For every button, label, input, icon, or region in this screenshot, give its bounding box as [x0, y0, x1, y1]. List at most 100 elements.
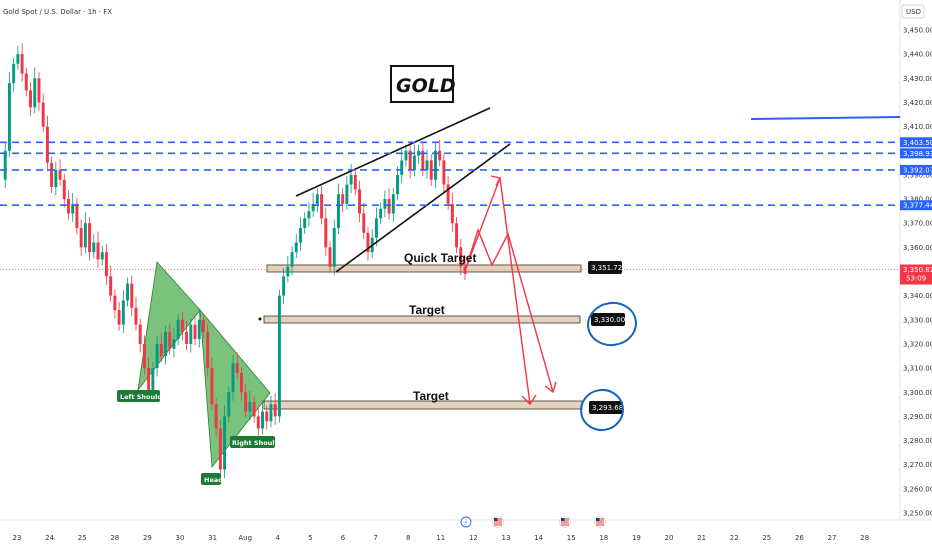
x-tick-label: 14	[534, 534, 543, 542]
candle-body	[446, 184, 450, 204]
candle-body	[54, 170, 58, 187]
candle-body	[244, 392, 248, 412]
target-2-price-box	[589, 401, 623, 414]
x-tick-label: 26	[795, 534, 804, 542]
candle-body	[256, 416, 260, 429]
candle-body	[92, 242, 96, 253]
y-tick-label: 3,370.00	[903, 220, 932, 228]
y-tick-label: 3,290.00	[903, 413, 932, 421]
y-tick-label: 3,390.00	[903, 171, 932, 179]
candle-body	[311, 203, 315, 212]
candle-body	[75, 203, 79, 229]
circle-annotation-1	[587, 301, 637, 347]
level-price-label: 3,392.07	[903, 166, 932, 174]
upper-level-line	[750, 116, 901, 120]
candle-body	[320, 194, 324, 219]
y-tick-label: 3,360.00	[903, 244, 932, 252]
x-tick-label: 7	[373, 534, 377, 542]
wedge-lower-line	[335, 143, 511, 273]
x-tick-label: 31	[208, 534, 217, 542]
left-shoulder-badge	[117, 390, 160, 402]
candle-body	[29, 90, 33, 108]
candle-body	[315, 194, 319, 204]
flag-stripe	[596, 520, 604, 522]
us-flag-icon[interactable]	[559, 516, 571, 528]
projection-top-arrowhead	[490, 175, 502, 187]
y-tick-label: 3,340.00	[903, 292, 932, 300]
target-label-1: Target	[409, 303, 445, 317]
x-tick-label: 27	[828, 534, 837, 542]
flag-canton	[561, 518, 565, 521]
candle-body	[269, 404, 273, 422]
flag-canton	[494, 518, 498, 521]
x-tick-label: 8	[406, 534, 410, 542]
y-tick-label: 3,320.00	[903, 340, 932, 348]
y-tick-label: 3,300.00	[903, 389, 932, 397]
quick-target-label: Quick Target	[404, 251, 476, 265]
x-tick-label: 20	[665, 534, 674, 542]
x-tick-label: 13	[502, 534, 511, 542]
candle-body	[100, 252, 104, 260]
candle-body	[307, 211, 311, 219]
level-price-box	[900, 137, 932, 148]
candle-body	[159, 343, 163, 357]
candle-body	[130, 283, 134, 308]
candle-body	[126, 283, 130, 301]
candle-body	[294, 242, 298, 253]
candle-body	[353, 174, 357, 190]
y-tick-label: 3,330.00	[903, 316, 932, 324]
flag-stripe	[494, 518, 502, 520]
x-tick-label: 29	[143, 534, 152, 542]
candle-body	[113, 295, 117, 311]
candle-body	[235, 363, 239, 373]
economic-event-icons	[492, 516, 606, 528]
candle-body	[67, 199, 70, 214]
y-tick-label: 3,410.00	[903, 123, 932, 131]
candle-body	[121, 300, 125, 325]
candle-body	[180, 319, 184, 332]
flag-stripe	[494, 522, 502, 524]
candle-body	[117, 310, 121, 325]
x-tick-label: 25	[78, 534, 87, 542]
flag-stripe	[596, 518, 604, 520]
price-countdown: 53:09	[906, 275, 926, 283]
current-price: 3,350.82	[903, 266, 932, 274]
current-price-box	[900, 264, 932, 285]
y-tick-label: 3,260.00	[903, 485, 932, 493]
y-tick-label: 3,270.00	[903, 461, 932, 469]
x-tick-label: 19	[632, 534, 641, 542]
candle-body	[459, 247, 463, 267]
lightning-event-icon[interactable]	[460, 516, 472, 528]
candle-body	[3, 150, 7, 180]
candle-body	[83, 223, 87, 248]
candle-body	[349, 174, 353, 185]
target-2-price: 3,293.68	[592, 404, 623, 412]
candle-body	[147, 368, 151, 393]
level-price-label: 3,403.50	[903, 139, 932, 147]
candle-body	[138, 324, 142, 344]
candle-body	[400, 160, 404, 175]
candle-body	[45, 126, 49, 163]
candle-body	[332, 228, 336, 267]
y-tick-label: 3,430.00	[903, 75, 932, 83]
lightning-glyph: ⚡	[464, 520, 468, 527]
candle-body	[142, 343, 146, 369]
quick-target-price: 3,351.72	[591, 264, 622, 272]
x-tick-label: 22	[730, 534, 739, 542]
candle-body	[41, 102, 45, 127]
candle-body	[450, 203, 454, 224]
candle-body	[362, 213, 366, 233]
level-price-label: 3,398.93	[903, 150, 932, 158]
us-flag-icon[interactable]	[492, 516, 504, 528]
x-tick-label: Aug	[238, 534, 252, 542]
candle-body	[290, 252, 294, 267]
candle-body	[151, 368, 155, 393]
projection-arrowhead-1	[521, 394, 537, 406]
candle-body	[210, 368, 214, 405]
candle-body	[366, 232, 370, 253]
candle-body	[185, 331, 189, 344]
symbol-title: Gold Spot / U.S. Dollar · 1h · FX	[3, 8, 112, 16]
candle-body	[412, 155, 416, 171]
us-flag-icon[interactable]	[594, 516, 606, 528]
